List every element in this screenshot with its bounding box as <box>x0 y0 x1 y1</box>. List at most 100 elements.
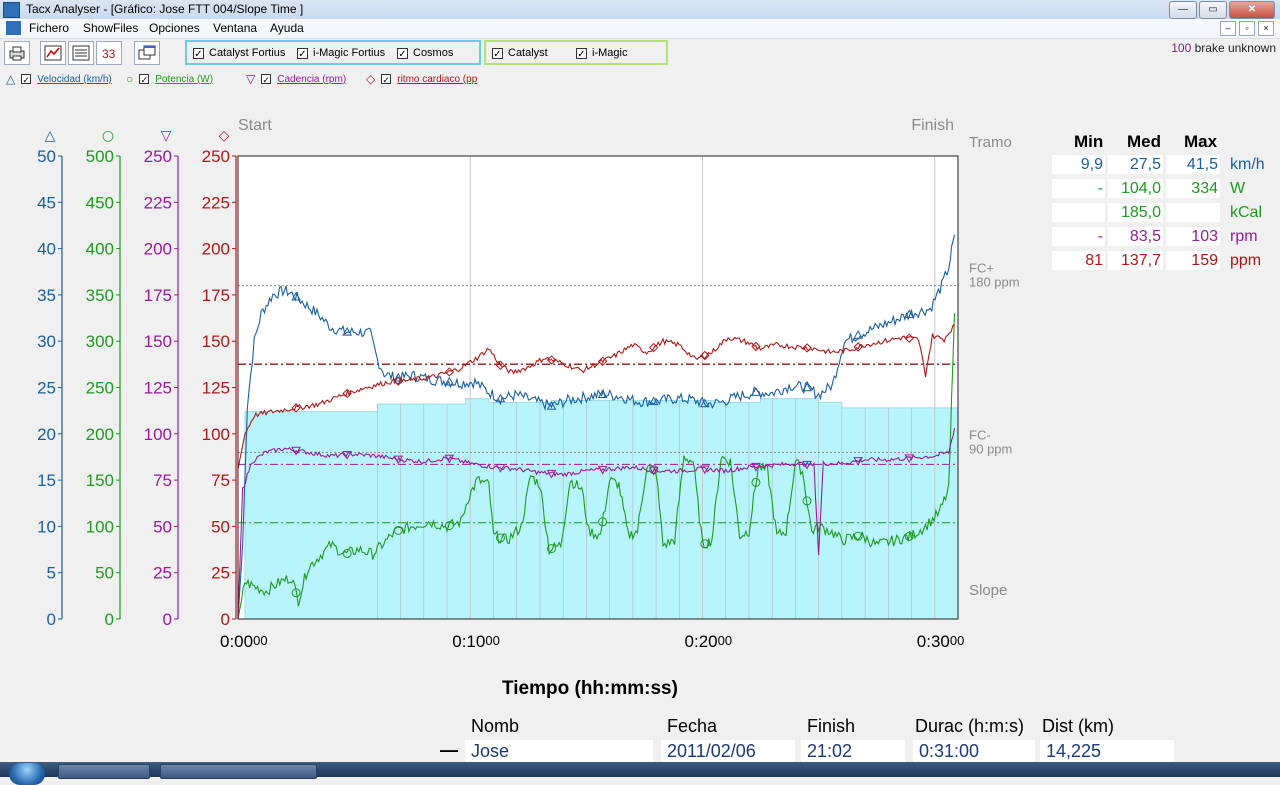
legend-cadencia[interactable]: ▽ ✓ Cadencia (rpm) <box>246 70 346 88</box>
triangle-up-icon: △ <box>6 72 16 86</box>
menu-fichero[interactable]: Fichero <box>29 21 70 35</box>
menu-bar: Fichero ShowFiles Opciones Ventana Ayuda… <box>0 19 1280 39</box>
y-tick-label: 150 <box>202 332 230 351</box>
checkbox-label: i-Magic <box>592 47 628 59</box>
brake-text: brake unknown <box>1194 41 1276 55</box>
series-marker-circle <box>393 525 403 535</box>
checkbox-catalyst[interactable]: ✓ Catalyst <box>492 47 548 60</box>
series-line <box>237 428 956 620</box>
series-line <box>237 313 956 620</box>
series-marker-circle <box>700 539 710 549</box>
legend-velocidad[interactable]: △ ✓ Velocidad (km/h) <box>6 70 112 88</box>
series-marker-diamond <box>546 355 557 365</box>
cell-duration: 0:31:00 <box>913 740 1035 762</box>
checkmark-icon: ✓ <box>381 74 392 85</box>
ride-chart[interactable]: △05101520253035404550○050100150200250300… <box>0 100 1050 660</box>
series-marker-triangle <box>546 400 557 410</box>
y-tick-label: 15 <box>37 471 56 490</box>
series-marker-triangle <box>802 460 812 470</box>
close-button[interactable]: ✕ <box>1229 1 1275 19</box>
y-tick-label: 100 <box>144 425 172 444</box>
series-marker-triangle <box>648 396 659 406</box>
checkbox-imagic[interactable]: ✓ i-Magic <box>576 47 628 60</box>
x-tick-label: 0:2000 <box>685 632 733 651</box>
doc-minimize-button[interactable]: – <box>1220 21 1236 36</box>
x-tick-suffix: 00 <box>950 633 964 648</box>
doc-close-button[interactable]: × <box>1258 21 1274 36</box>
stats-cell-max: 103 <box>1166 227 1220 246</box>
series-marker-circle <box>342 548 352 558</box>
legend-ritmo-cardiaco[interactable]: ◇ ✓ ritmo cardiaco (pp <box>366 70 477 88</box>
stats-cell-max: 159 <box>1166 251 1220 270</box>
legend-potencia[interactable]: ○ ✓ Potencia (W) <box>126 70 213 88</box>
doc-restore-button[interactable]: ▫ <box>1239 21 1255 36</box>
series-marker-diamond <box>495 360 506 370</box>
series-line <box>237 324 955 470</box>
start-orb-icon[interactable] <box>9 763 45 785</box>
graph-button[interactable] <box>40 41 66 65</box>
y-tick-label: 75 <box>211 471 230 490</box>
checkmark-icon: ✓ <box>21 74 32 85</box>
table-row[interactable]: Jose 2011/02/06 21:02 0:31:00 14,225 <box>440 740 1174 762</box>
col-header-dist[interactable]: Dist (km) <box>1042 716 1114 736</box>
document-icon[interactable] <box>6 21 21 35</box>
stats-unit: kCal <box>1230 204 1263 221</box>
checkbox-label: i-Magic Fortius <box>313 47 386 59</box>
stats-cell-med: 104,0 <box>1108 179 1163 198</box>
checkbox-label: Cosmos <box>413 47 454 59</box>
stats-cell-max <box>1166 203 1220 222</box>
y-tick-label: 0 <box>47 610 56 629</box>
col-header-finish[interactable]: Finish <box>807 716 856 736</box>
maximize-button[interactable]: ▭ <box>1199 1 1227 19</box>
stats-cell-med: 137,7 <box>1108 251 1163 270</box>
series-marker-diamond <box>291 403 301 413</box>
series-line <box>237 234 956 620</box>
y-tick-label: 450 <box>86 193 114 212</box>
y-tick-label: 125 <box>202 379 230 398</box>
y-tick-label: 250 <box>202 147 230 166</box>
minimize-button[interactable]: — <box>1169 1 1197 19</box>
x-tick-suffix: 00 <box>718 633 732 648</box>
menu-ventana[interactable]: Ventana <box>213 21 258 35</box>
y-tick-label: 50 <box>153 517 172 536</box>
list-button[interactable] <box>68 41 94 65</box>
col-header-durac[interactable]: Durac (h:m:s) <box>915 716 1025 736</box>
legend-label: ritmo cardiaco (pp <box>397 73 478 85</box>
menu-opciones[interactable]: Opciones <box>149 21 200 35</box>
checkbox-label: Catalyst Fortius <box>209 47 286 59</box>
y-axis-symbol-icon: ○ <box>102 128 114 144</box>
legend-label: Velocidad (km/h) <box>37 73 112 85</box>
series-marker-circle <box>751 477 761 487</box>
windows-button[interactable] <box>134 41 160 65</box>
series-marker-triangle <box>342 451 353 460</box>
plot-frame <box>237 155 959 620</box>
stats-unit: W <box>1230 180 1246 197</box>
y-tick-label: 40 <box>37 240 56 259</box>
stats-header-med: Med <box>1127 132 1161 151</box>
y-tick-label: 100 <box>202 425 230 444</box>
col-header-nomb[interactable]: Nomb <box>471 716 520 736</box>
print-button[interactable] <box>4 41 30 65</box>
checkbox-imagic-fortius[interactable]: ✓ i-Magic Fortius <box>297 47 386 60</box>
laps-icon: 33 <box>102 47 116 61</box>
y-axis-symbol-icon: ◇ <box>219 128 230 144</box>
checkbox-catalyst-fortius[interactable]: ✓ Catalyst Fortius <box>193 47 286 60</box>
col-header-fecha[interactable]: Fecha <box>667 716 718 736</box>
series-marker-triangle <box>853 329 863 339</box>
series-marker-triangle <box>904 454 915 464</box>
menu-ayuda[interactable]: Ayuda <box>270 21 304 35</box>
y-tick-label: 35 <box>37 286 56 305</box>
stats-cell-min: 81 <box>1052 251 1105 270</box>
menu-showfiles[interactable]: ShowFiles <box>83 21 139 35</box>
series-marker-diamond <box>597 356 608 367</box>
trainer-group-fortius: ✓ Catalyst Fortius ✓ i-Magic Fortius ✓ Cosm… <box>185 40 481 65</box>
series-marker-triangle <box>495 463 506 473</box>
y-tick-label: 225 <box>144 193 172 212</box>
checkbox-cosmos[interactable]: ✓ Cosmos <box>397 47 454 60</box>
series-marker-triangle <box>393 455 404 465</box>
y-tick-label: 175 <box>202 286 230 305</box>
y-tick-label: 5 <box>47 564 56 583</box>
slope-area <box>238 398 959 620</box>
laps-button[interactable]: 33 <box>96 41 122 65</box>
stats-cell-max: 334 <box>1166 179 1220 198</box>
